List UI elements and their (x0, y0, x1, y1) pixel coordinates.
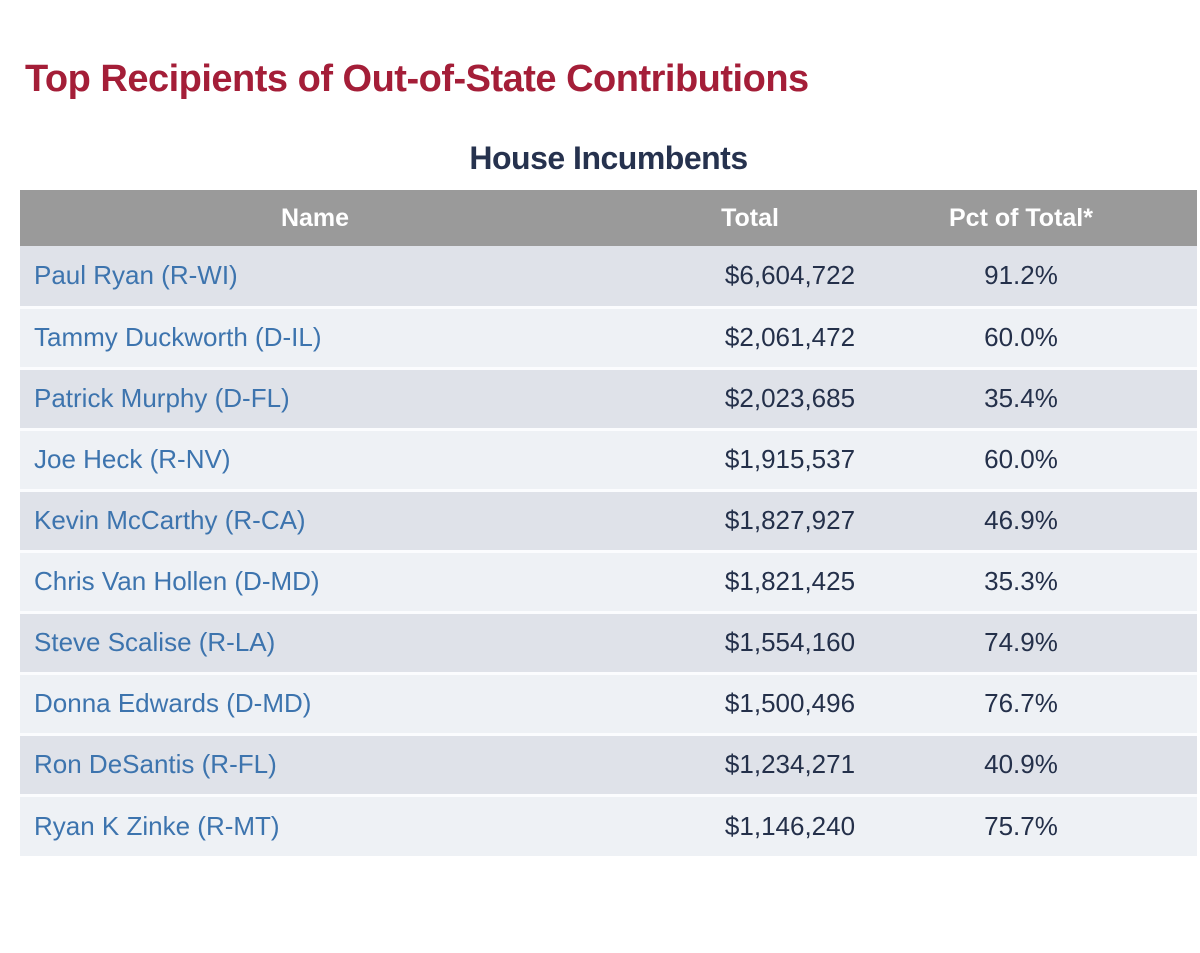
pct-of-total-cell: 35.3% (890, 551, 1197, 612)
recipient-name-link[interactable]: Kevin McCarthy (R-CA) (20, 490, 610, 551)
recipient-name-link[interactable]: Paul Ryan (R-WI) (20, 246, 610, 307)
pct-of-total-cell: 60.0% (890, 429, 1197, 490)
recipient-name-link[interactable]: Joe Heck (R-NV) (20, 429, 610, 490)
total-amount-cell: $1,146,240 (610, 795, 890, 856)
recipient-name-link[interactable]: Tammy Duckworth (D-IL) (20, 307, 610, 368)
pct-of-total-cell: 40.9% (890, 734, 1197, 795)
table-row: Joe Heck (R-NV) $1,915,537 60.0% (20, 429, 1197, 490)
table-row: Chris Van Hollen (D-MD) $1,821,425 35.3% (20, 551, 1197, 612)
total-amount-cell: $1,500,496 (610, 673, 890, 734)
recipient-name-link[interactable]: Ron DeSantis (R-FL) (20, 734, 610, 795)
recipient-name-link[interactable]: Patrick Murphy (D-FL) (20, 368, 610, 429)
pct-of-total-cell: 75.7% (890, 795, 1197, 856)
column-header-name: Name (20, 190, 610, 246)
recipient-name-link[interactable]: Donna Edwards (D-MD) (20, 673, 610, 734)
total-amount-cell: $1,915,537 (610, 429, 890, 490)
total-amount-cell: $6,604,722 (610, 246, 890, 307)
page-title: Top Recipients of Out-of-State Contribut… (25, 58, 809, 100)
table-row: Patrick Murphy (D-FL) $2,023,685 35.4% (20, 368, 1197, 429)
contributions-table: Name Total Pct of Total* Paul Ryan (R-WI… (20, 190, 1197, 856)
total-amount-cell: $1,827,927 (610, 490, 890, 551)
table-row: Donna Edwards (D-MD) $1,500,496 76.7% (20, 673, 1197, 734)
table-row: Tammy Duckworth (D-IL) $2,061,472 60.0% (20, 307, 1197, 368)
recipient-name-link[interactable]: Ryan K Zinke (R-MT) (20, 795, 610, 856)
recipient-name-link[interactable]: Steve Scalise (R-LA) (20, 612, 610, 673)
pct-of-total-cell: 76.7% (890, 673, 1197, 734)
table-row: Steve Scalise (R-LA) $1,554,160 74.9% (20, 612, 1197, 673)
total-amount-cell: $2,023,685 (610, 368, 890, 429)
pct-of-total-cell: 91.2% (890, 246, 1197, 307)
pct-of-total-cell: 60.0% (890, 307, 1197, 368)
column-header-pct-of-total: Pct of Total* (890, 190, 1197, 246)
pct-of-total-cell: 74.9% (890, 612, 1197, 673)
table-subtitle: House Incumbents (469, 140, 748, 176)
total-amount-cell: $1,821,425 (610, 551, 890, 612)
table-header-row: Name Total Pct of Total* (20, 190, 1197, 246)
pct-of-total-cell: 35.4% (890, 368, 1197, 429)
total-amount-cell: $1,554,160 (610, 612, 890, 673)
table-row: Paul Ryan (R-WI) $6,604,722 91.2% (20, 246, 1197, 307)
table-row: Ryan K Zinke (R-MT) $1,146,240 75.7% (20, 795, 1197, 856)
table-row: Ron DeSantis (R-FL) $1,234,271 40.9% (20, 734, 1197, 795)
pct-of-total-cell: 46.9% (890, 490, 1197, 551)
table-row: Kevin McCarthy (R-CA) $1,827,927 46.9% (20, 490, 1197, 551)
total-amount-cell: $1,234,271 (610, 734, 890, 795)
total-amount-cell: $2,061,472 (610, 307, 890, 368)
recipient-name-link[interactable]: Chris Van Hollen (D-MD) (20, 551, 610, 612)
column-header-total: Total (610, 190, 890, 246)
